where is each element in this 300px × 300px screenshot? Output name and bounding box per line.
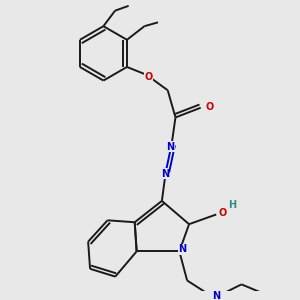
Text: N: N [178,244,186,254]
Text: N: N [212,291,220,300]
Text: N: N [167,142,175,152]
Text: N: N [161,169,169,179]
Text: O: O [144,72,152,82]
Text: O: O [219,208,227,218]
Text: H: H [228,200,236,210]
Text: O: O [205,102,214,112]
